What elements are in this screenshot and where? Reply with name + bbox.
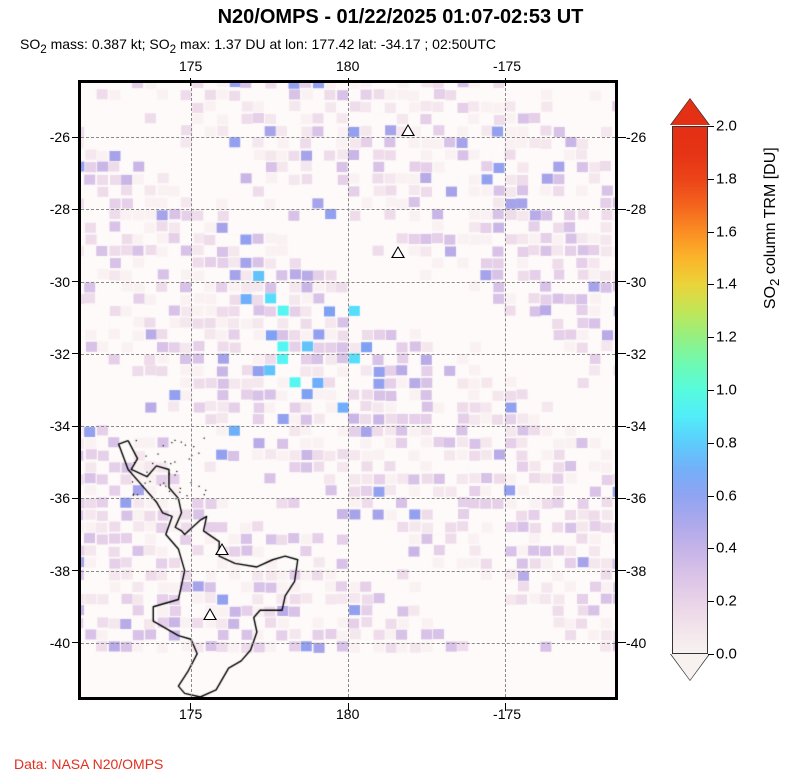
xtick-top: -175: [493, 58, 521, 74]
colorbar-tick: 0.4: [716, 540, 737, 557]
ytick-left: -28: [20, 201, 70, 217]
colorbar-tick: 2.0: [716, 118, 737, 135]
colorbar-bar: [672, 126, 708, 654]
ytick-right: -30: [626, 274, 646, 290]
colorbar-tick: 0.6: [716, 487, 737, 504]
volcano-marker: [203, 608, 217, 620]
colorbar-tick: 1.4: [716, 276, 737, 293]
colorbar-tick: 1.8: [716, 170, 737, 187]
xtick-top: 180: [336, 58, 359, 74]
ytick-right: -36: [626, 490, 646, 506]
ytick-right: -26: [626, 129, 646, 145]
colorbar-tick: 1.0: [716, 382, 737, 399]
chart-subtitle: SO2 mass: 0.387 kt; SO2 max: 1.37 DU at …: [20, 36, 496, 56]
ytick-left: -30: [20, 274, 70, 290]
ytick-right: -38: [626, 563, 646, 579]
ytick-left: -32: [20, 346, 70, 362]
ytick-left: -40: [20, 635, 70, 651]
volcano-marker: [391, 246, 405, 258]
xtick-top: 175: [179, 58, 202, 74]
ytick-left: -34: [20, 418, 70, 434]
ytick-left: -36: [20, 490, 70, 506]
colorbar-overflow-bottom: [671, 654, 709, 680]
ytick-right: -28: [626, 201, 646, 217]
colorbar-tick: 1.2: [716, 329, 737, 346]
colorbar-tick: 0.8: [716, 434, 737, 451]
volcano-marker: [401, 124, 415, 136]
xtick-bottom: -175: [493, 706, 521, 722]
ytick-right: -40: [626, 635, 646, 651]
ytick-left: -26: [20, 129, 70, 145]
ytick-right: -34: [626, 418, 646, 434]
colorbar: [672, 100, 708, 680]
map-frame: [78, 80, 618, 700]
colorbar-tick: 1.6: [716, 223, 737, 240]
colorbar-label: SO2 column TRM [DU]: [762, 147, 782, 309]
ytick-left: -38: [20, 563, 70, 579]
chart-title: N20/OMPS - 01/22/2025 01:07-02:53 UT: [218, 6, 584, 29]
colorbar-tick: 0.2: [716, 593, 737, 610]
data-credit: Data: NASA N20/OMPS: [14, 756, 163, 772]
ytick-right: -32: [626, 346, 646, 362]
colorbar-tick: 0.0: [716, 646, 737, 663]
volcano-marker: [215, 543, 229, 555]
colorbar-overflow-top: [671, 99, 709, 125]
